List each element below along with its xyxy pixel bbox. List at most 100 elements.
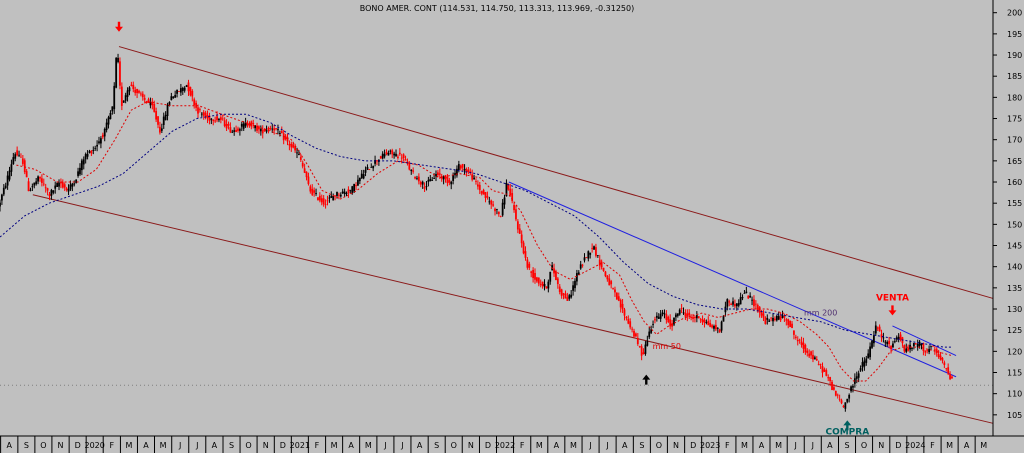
candle-body bbox=[404, 159, 407, 161]
candle-body bbox=[720, 321, 723, 331]
candle-body bbox=[48, 194, 51, 197]
candle-body bbox=[336, 192, 338, 196]
candle-body bbox=[855, 376, 858, 379]
candle-body bbox=[212, 119, 215, 122]
candle-body bbox=[635, 333, 637, 337]
candle-body bbox=[33, 182, 36, 186]
y-tick-label: 175 bbox=[1007, 115, 1022, 124]
candle-body bbox=[791, 323, 793, 329]
candle-body bbox=[416, 177, 418, 179]
candle-body bbox=[115, 58, 118, 88]
candle-body bbox=[663, 313, 666, 315]
candle-body bbox=[181, 87, 184, 91]
candle-body bbox=[176, 89, 178, 94]
candle-body bbox=[476, 184, 479, 187]
candle-body bbox=[878, 326, 881, 332]
candle-body bbox=[307, 176, 310, 184]
candle-body bbox=[884, 341, 887, 343]
candle-body bbox=[547, 281, 550, 289]
candle-body bbox=[840, 400, 843, 404]
y-tick-label: 165 bbox=[1007, 157, 1022, 166]
candle-body bbox=[397, 156, 399, 159]
candle-body bbox=[848, 394, 851, 399]
candle-body bbox=[880, 334, 883, 338]
candle-body bbox=[414, 177, 416, 179]
x-tick-label: 2021 bbox=[290, 441, 310, 450]
candle-body bbox=[534, 273, 536, 280]
candle-body bbox=[798, 339, 801, 341]
x-tick-label: A bbox=[212, 441, 218, 450]
candle-body bbox=[149, 101, 152, 106]
candle-body bbox=[238, 129, 241, 131]
candle-body bbox=[918, 341, 921, 346]
x-tick-label: M bbox=[570, 441, 577, 450]
candle-body bbox=[31, 186, 34, 188]
candle-body bbox=[537, 277, 540, 284]
candle-body bbox=[627, 318, 630, 324]
candle-body bbox=[267, 127, 270, 131]
candle-body bbox=[598, 259, 601, 266]
candle-body bbox=[61, 182, 64, 188]
candle-body bbox=[610, 281, 613, 285]
candle-body bbox=[318, 195, 321, 201]
candle-body bbox=[370, 167, 373, 168]
candle-body bbox=[543, 283, 546, 287]
x-tick-label: O bbox=[40, 441, 46, 450]
candle-body bbox=[914, 343, 917, 345]
candle-body bbox=[433, 178, 435, 179]
candle-body bbox=[741, 297, 744, 299]
candle-body bbox=[339, 194, 342, 197]
candle-body bbox=[214, 120, 217, 122]
candle-body bbox=[665, 314, 668, 320]
x-tick-label: O bbox=[451, 441, 457, 450]
y-tick-label: 150 bbox=[1007, 220, 1022, 229]
x-tick-label: J bbox=[178, 441, 181, 450]
candle-body bbox=[516, 221, 519, 230]
candle-body bbox=[229, 127, 232, 133]
candle-body bbox=[928, 348, 931, 353]
candle-body bbox=[939, 355, 942, 360]
candle-body bbox=[753, 299, 755, 307]
candle-body bbox=[71, 183, 74, 187]
candle-body bbox=[366, 166, 369, 170]
candle-body bbox=[871, 340, 873, 348]
candle-body bbox=[452, 175, 455, 181]
candle-body bbox=[808, 353, 811, 357]
candle-body bbox=[14, 154, 17, 159]
candle-body bbox=[429, 178, 432, 182]
parallel-line bbox=[892, 325, 957, 357]
x-tick-label: J bbox=[400, 441, 403, 450]
candle-body bbox=[812, 354, 814, 360]
candle-body bbox=[852, 386, 854, 388]
candle-body bbox=[827, 377, 830, 379]
candle-body bbox=[334, 195, 336, 197]
candle-body bbox=[486, 196, 489, 198]
candle-body bbox=[694, 317, 696, 319]
moving-average-layer bbox=[0, 101, 953, 382]
candle-body bbox=[579, 264, 582, 269]
candle-body bbox=[503, 197, 506, 205]
candle-body bbox=[252, 122, 255, 125]
candle-body bbox=[326, 200, 329, 202]
candle-body bbox=[758, 306, 761, 313]
candle-body bbox=[951, 376, 953, 379]
x-tick-label: D bbox=[280, 441, 286, 450]
candle-body bbox=[926, 350, 929, 352]
candle-body bbox=[846, 398, 849, 402]
candle-body bbox=[463, 168, 466, 171]
candle-body bbox=[278, 133, 281, 135]
candle-body bbox=[16, 150, 19, 156]
candle-body bbox=[341, 191, 344, 194]
y-tick-label: 120 bbox=[1007, 347, 1022, 356]
candle-body bbox=[764, 317, 767, 324]
x-tick-label: J bbox=[605, 441, 608, 450]
candle-body bbox=[833, 387, 835, 390]
candle-body bbox=[216, 116, 218, 121]
candle-body bbox=[604, 271, 607, 277]
candle-body bbox=[558, 286, 561, 292]
x-tick-label: M bbox=[980, 441, 987, 450]
candle-body bbox=[227, 123, 230, 126]
candle-body bbox=[661, 312, 664, 314]
y-tick-label: 110 bbox=[1007, 390, 1022, 399]
